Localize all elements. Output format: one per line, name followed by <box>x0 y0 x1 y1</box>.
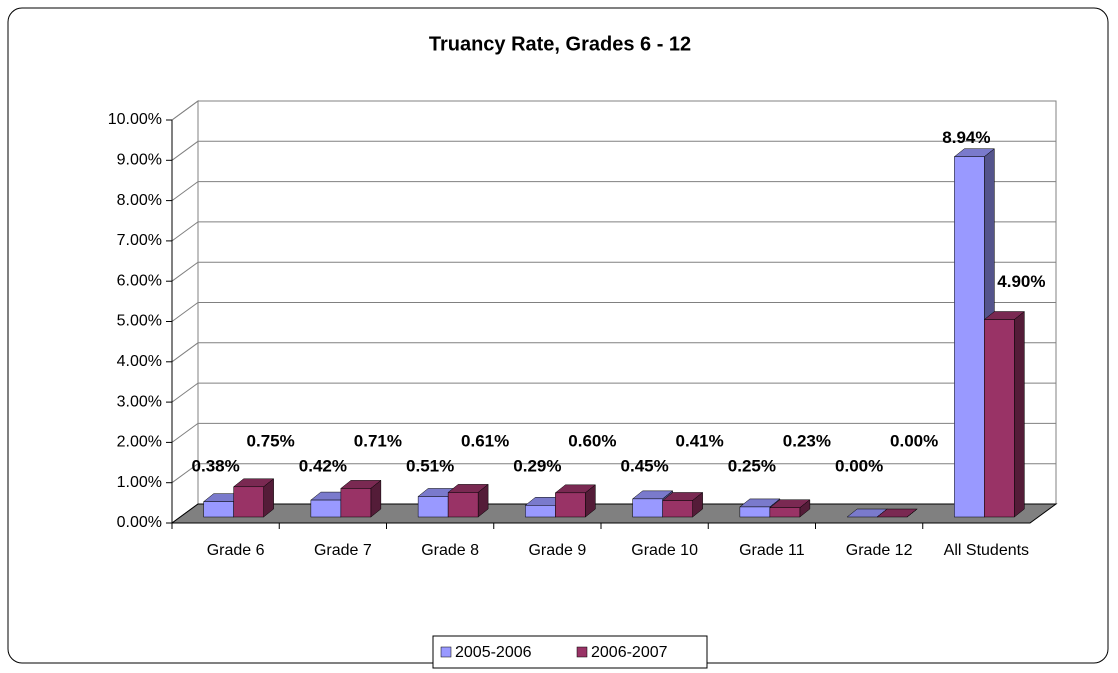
value-label: 0.00% <box>835 456 883 475</box>
bar-front <box>525 505 556 518</box>
y-tick-label: 8.00% <box>117 192 162 209</box>
grid-line <box>171 302 1056 322</box>
x-tick-label: Grade 10 <box>631 542 698 559</box>
y-tick-label: 1.00% <box>117 474 162 491</box>
y-tick-label: 7.00% <box>117 232 162 249</box>
y-tick-label: 10.00% <box>108 111 162 128</box>
bar-front <box>340 488 372 518</box>
bar <box>554 484 597 518</box>
value-label: 0.71% <box>354 431 402 450</box>
bar <box>232 478 275 518</box>
value-label: 0.61% <box>461 431 509 450</box>
y-tick-label: 4.00% <box>117 353 162 370</box>
value-label: 0.41% <box>676 431 724 450</box>
x-tick-label: Grade 11 <box>739 542 805 559</box>
bar <box>983 311 1026 518</box>
value-label: 8.94% <box>942 128 990 147</box>
grid-line <box>171 342 1056 363</box>
bar <box>769 499 811 518</box>
legend-label: 2006-2007 <box>591 644 668 661</box>
bar-side <box>1014 311 1025 518</box>
x-tick-label: Grade 6 <box>206 542 265 559</box>
bar-front <box>984 319 1015 518</box>
grid-line <box>171 221 1056 242</box>
x-tick-label: All Students <box>943 542 1030 559</box>
legend-box <box>432 635 708 669</box>
bar <box>447 483 489 518</box>
floor <box>170 503 1058 524</box>
value-label: 0.45% <box>621 456 669 475</box>
y-tick-label: 2.00% <box>117 434 162 451</box>
grid-line <box>171 382 1056 403</box>
value-label: 0.51% <box>406 456 454 475</box>
legend-swatch <box>440 646 452 658</box>
value-label: 0.60% <box>568 431 616 450</box>
bar-front <box>632 498 663 518</box>
bar-front <box>203 501 234 518</box>
y-tick-label: 5.00% <box>117 313 162 330</box>
chart-title: Truancy Rate, Grades 6 - 12 <box>429 33 691 55</box>
value-label: 0.75% <box>247 431 295 450</box>
grid-line <box>171 422 1056 443</box>
y-tick-label: 3.00% <box>117 393 162 410</box>
value-label: 0.29% <box>513 456 561 475</box>
bar <box>340 479 382 518</box>
legend-swatch <box>576 646 588 658</box>
grid-line <box>171 463 1056 484</box>
bar-front <box>417 496 449 518</box>
x-tick-label: Grade 12 <box>845 542 913 559</box>
y-tick-label: 9.00% <box>117 152 162 169</box>
y-tick-label: 6.00% <box>117 272 162 289</box>
grid-line <box>171 100 1056 121</box>
bar-front <box>954 156 985 518</box>
value-label: 0.23% <box>783 431 831 450</box>
bar-front <box>769 507 801 518</box>
bar-front <box>310 499 342 518</box>
grid-line <box>171 181 1056 202</box>
x-tick-label: Grade 9 <box>528 542 587 559</box>
x-tick-label: Grade 7 <box>313 542 372 559</box>
value-label: 0.00% <box>890 431 938 450</box>
grid-line <box>171 261 1056 282</box>
value-label: 0.42% <box>299 456 347 475</box>
bar-front <box>233 486 264 518</box>
bar-front <box>662 500 693 518</box>
bar-front <box>447 492 479 518</box>
value-label: 0.38% <box>192 456 240 475</box>
bar-side <box>906 508 918 518</box>
bar-front <box>555 492 586 518</box>
bar <box>661 491 704 518</box>
y-tick-label: 0.00% <box>117 514 162 531</box>
bar <box>876 508 918 518</box>
grid-line <box>171 140 1056 161</box>
bar-front <box>739 506 771 518</box>
value-label: 0.25% <box>728 456 776 475</box>
legend-label: 2005-2006 <box>455 644 532 661</box>
value-label: 4.90% <box>997 272 1045 291</box>
x-tick-label: Grade 8 <box>421 542 480 559</box>
